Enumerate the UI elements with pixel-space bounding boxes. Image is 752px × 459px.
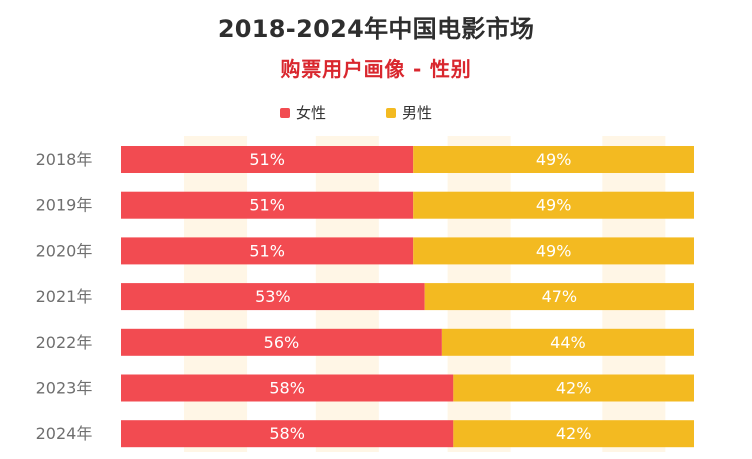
female-bar-7 (121, 420, 454, 448)
chart-years-layer: 2018年 2019年 2020年 2021年 2022年 2023年 2024年 (36, 150, 93, 443)
male-value-label-4: 47% (542, 287, 578, 306)
chart-labels-layer: 51% 49% 51% 49% 51% 49% 53% 47% 56% 44% 58% 42% 58% 4… (249, 150, 591, 443)
male-bar-6 (453, 374, 694, 402)
female-bar-5 (121, 328, 442, 356)
year-label-7: 2024年 (36, 424, 93, 443)
male-value-label-5: 44% (550, 333, 586, 352)
year-label-2: 2019年 (36, 196, 93, 215)
male-bar-1 (413, 146, 694, 173)
male-bar-3 (413, 237, 694, 265)
female-bar-1 (121, 146, 414, 173)
male-bar-5 (441, 328, 694, 356)
female-bar-6 (121, 374, 454, 402)
chart-subtitle: 购票用户画像 - 性别 (280, 57, 472, 81)
male-value-label-7: 42% (556, 424, 592, 443)
female-bar-2 (121, 191, 414, 219)
male-bar-4 (424, 283, 694, 311)
male-value-label-3: 49% (536, 241, 572, 260)
year-label-4: 2021年 (36, 287, 93, 306)
male-value-label-2: 49% (536, 196, 572, 215)
male-bar-7 (453, 420, 694, 448)
female-bar-4 (121, 283, 425, 311)
female-value-label-7: 58% (269, 424, 305, 443)
year-label-3: 2020年 (36, 241, 93, 260)
year-label-5: 2022年 (36, 333, 93, 352)
male-value-label-6: 42% (556, 379, 592, 398)
chart-title: 2018-2024年中国电影市场 (217, 15, 535, 43)
female-value-label-6: 58% (269, 379, 305, 398)
female-value-label-1: 51% (249, 150, 285, 169)
female-bar-3 (121, 237, 414, 265)
female-value-label-5: 56% (264, 333, 300, 352)
year-label-1: 2018年 (36, 150, 93, 169)
male-value-label-1: 49% (536, 150, 572, 169)
female-value-label-2: 51% (249, 196, 285, 215)
female-value-label-4: 53% (255, 287, 291, 306)
female-value-label-3: 51% (249, 241, 285, 260)
year-label-6: 2023年 (36, 379, 93, 398)
chart-bars-layer (121, 146, 694, 448)
male-bar-2 (413, 191, 694, 219)
